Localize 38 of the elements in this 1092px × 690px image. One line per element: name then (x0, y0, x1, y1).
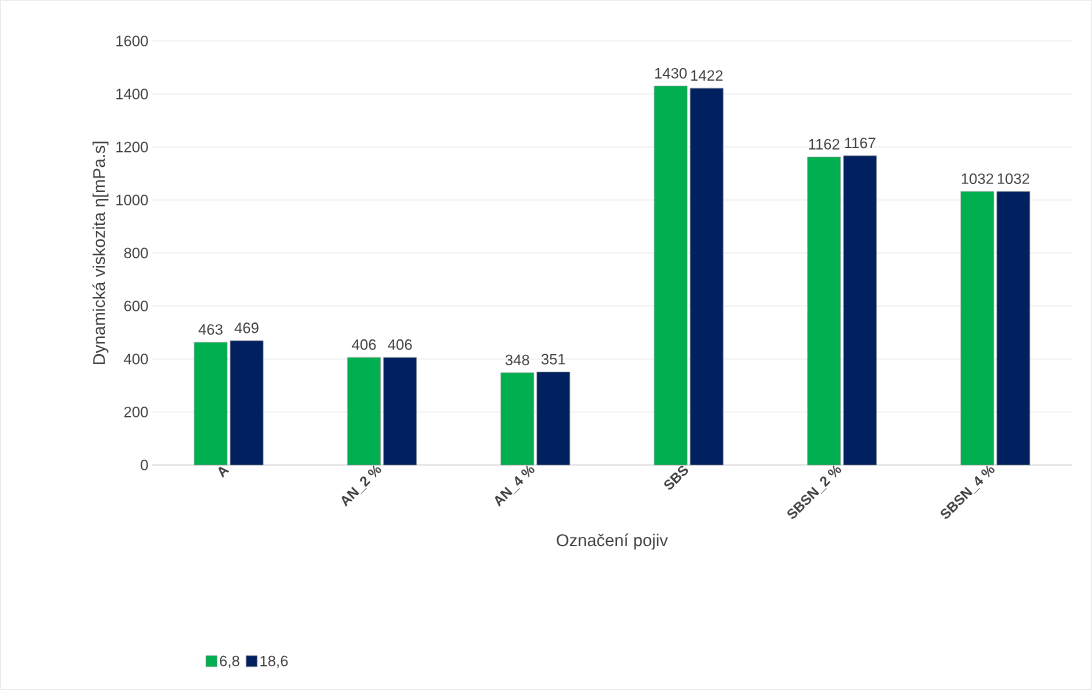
data-label: 1032 (997, 173, 1030, 184)
data-label: 1430 (655, 67, 687, 79)
data-label: 463 (198, 324, 223, 335)
x-tick-label: A (218, 466, 230, 478)
bar (689, 87, 724, 466)
data-label: 351 (541, 353, 566, 365)
y-tick-label: 400 (123, 353, 148, 365)
x-axis-title: Označení pojiv (556, 533, 668, 550)
bar (960, 191, 995, 466)
bar (996, 191, 1031, 466)
legend-label: 6,8 (219, 655, 240, 669)
y-tick-label: 1200 (116, 141, 148, 153)
bar (536, 371, 571, 466)
data-label: 406 (387, 339, 412, 350)
data-label: 1032 (961, 173, 994, 184)
bar (347, 357, 381, 466)
bar (807, 156, 841, 466)
data-label: 1167 (845, 137, 876, 149)
y-tick-label: 0 (140, 459, 148, 471)
y-tick-label: 1600 (116, 35, 148, 47)
data-label: 406 (351, 339, 376, 350)
data-label: 469 (234, 322, 259, 334)
bar (653, 85, 688, 466)
y-axis-title: Dynamická viskozita η[mPa.s] (92, 141, 109, 365)
y-tick-label: 800 (124, 247, 148, 259)
data-label: 1422 (691, 70, 723, 81)
bar (193, 342, 228, 466)
bar (383, 357, 417, 466)
bar (500, 372, 535, 466)
y-tick-label: 1000 (116, 194, 148, 206)
legend-label: 18,6 (260, 655, 288, 669)
y-tick-label: 200 (124, 406, 148, 418)
data-label: 1162 (809, 138, 840, 150)
data-label: 348 (505, 354, 530, 366)
y-tick-label: 600 (124, 300, 148, 312)
y-tick-label: 1400 (116, 88, 148, 100)
bar (843, 155, 877, 466)
bar (229, 340, 264, 466)
